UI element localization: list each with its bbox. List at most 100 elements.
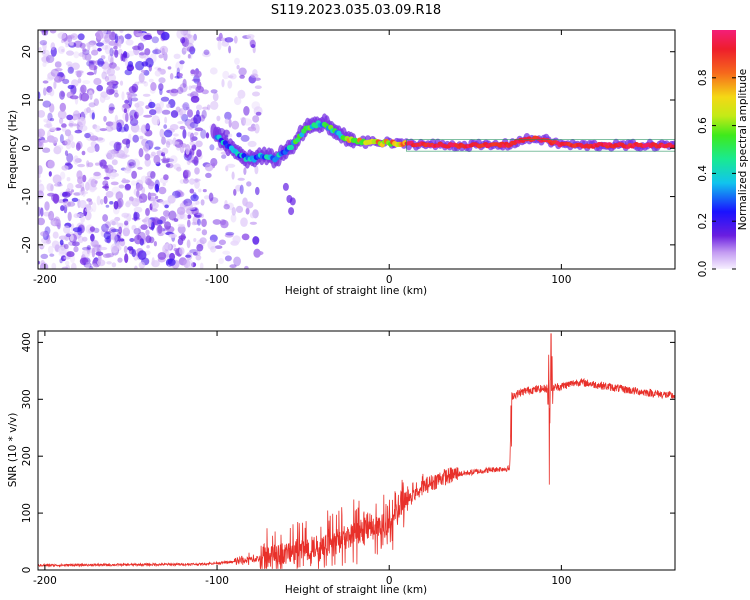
- noise-speckle: [145, 229, 150, 236]
- noise-speckle: [122, 227, 130, 237]
- noise-speckle: [66, 50, 74, 56]
- noise-speckle: [179, 108, 183, 119]
- noise-speckle: [288, 207, 295, 216]
- noise-speckle: [186, 46, 195, 52]
- noise-speckle: [121, 103, 130, 113]
- noise-speckle: [40, 231, 49, 237]
- noise-speckle: [188, 85, 192, 91]
- noise-speckle: [79, 257, 89, 266]
- noise-speckle: [179, 60, 185, 65]
- noise-speckle: [190, 95, 200, 103]
- noise-speckle: [197, 218, 201, 226]
- noise-speckle: [44, 201, 50, 211]
- snr-ylabel: SNR (10 * v/v): [7, 413, 19, 488]
- noise-speckle: [183, 178, 189, 184]
- noise-speckle: [111, 159, 118, 166]
- noise-speckle: [121, 177, 127, 184]
- noise-speckle: [96, 30, 104, 40]
- noise-speckle: [97, 58, 104, 67]
- noise-speckle: [144, 153, 151, 161]
- noise-speckle: [247, 126, 257, 132]
- noise-speckle: [117, 223, 124, 229]
- noise-speckle: [241, 233, 250, 241]
- noise-speckle: [84, 53, 92, 61]
- noise-speckle: [139, 135, 144, 140]
- noise-speckle: [81, 150, 86, 156]
- colorbar-tick-label: 0.0: [697, 261, 709, 278]
- noise-speckle: [50, 184, 54, 192]
- noise-speckle: [189, 141, 195, 146]
- noise-speckle: [124, 33, 132, 40]
- noise-speckle: [70, 141, 76, 149]
- noise-speckle: [71, 197, 79, 202]
- noise-speckle: [114, 114, 119, 123]
- noise-speckle: [155, 195, 159, 200]
- noise-speckle: [38, 206, 41, 217]
- noise-speckle: [66, 114, 74, 121]
- noise-speckle: [181, 47, 187, 55]
- noise-speckle: [223, 203, 230, 210]
- noise-speckle: [145, 235, 152, 244]
- noise-speckle: [106, 67, 116, 77]
- noise-speckle: [89, 135, 99, 141]
- noise-speckle: [49, 30, 57, 34]
- noise-speckle: [40, 253, 49, 259]
- noise-speckle: [143, 143, 150, 153]
- noise-speckle: [124, 99, 129, 104]
- signal-core: [671, 144, 675, 149]
- spectrogram-ylabel: Frequency (Hz): [7, 110, 19, 189]
- noise-speckle: [203, 49, 210, 56]
- noise-speckle: [113, 153, 121, 158]
- noise-speckle: [194, 70, 202, 78]
- noise-speckle: [91, 112, 95, 120]
- noise-speckle: [116, 222, 124, 226]
- noise-speckle: [104, 166, 109, 173]
- noise-speckle: [209, 67, 218, 75]
- noise-speckle: [99, 162, 104, 168]
- noise-speckle: [70, 33, 79, 40]
- noise-speckle: [169, 252, 176, 261]
- noise-speckle: [66, 177, 71, 182]
- noise-speckle: [216, 36, 223, 42]
- noise-speckle: [218, 239, 226, 246]
- noise-speckle: [49, 127, 57, 131]
- noise-speckle: [46, 91, 52, 96]
- noise-speckle: [89, 64, 98, 71]
- noise-speckle: [42, 42, 47, 51]
- noise-speckle: [150, 171, 156, 179]
- noise-speckle: [222, 70, 230, 80]
- noise-speckle: [49, 253, 55, 257]
- noise-speckle: [77, 33, 85, 41]
- noise-speckle: [38, 47, 42, 52]
- noise-speckle: [131, 249, 137, 258]
- noise-speckle: [78, 52, 86, 57]
- noise-speckle: [187, 93, 195, 97]
- noise-speckle: [47, 130, 51, 140]
- noise-speckle: [159, 100, 165, 109]
- noise-speckle: [227, 80, 233, 89]
- y-tick-label: 200: [21, 446, 33, 466]
- noise-speckle: [138, 148, 144, 158]
- colorbar-label: Normalized spectral amplitude: [737, 69, 749, 230]
- noise-speckle: [224, 200, 228, 207]
- noise-speckle: [105, 125, 114, 132]
- noise-speckle: [58, 246, 67, 255]
- noise-speckle: [143, 124, 151, 130]
- noise-speckle: [189, 132, 195, 143]
- noise-speckle: [185, 106, 190, 111]
- noise-speckle: [194, 167, 200, 175]
- noise-speckle: [152, 200, 156, 207]
- noise-speckle: [47, 245, 54, 255]
- noise-speckle: [82, 174, 87, 183]
- colorbar-tick-label: 0.8: [697, 69, 709, 86]
- noise-speckle: [252, 209, 259, 219]
- noise-speckle: [89, 226, 95, 232]
- noise-speckle: [66, 153, 74, 163]
- noise-speckle: [55, 218, 61, 228]
- noise-speckle: [249, 212, 256, 219]
- noise-speckle: [200, 213, 204, 219]
- noise-speckle: [144, 158, 151, 167]
- colorbar-tick-label: 0.2: [697, 213, 709, 230]
- noise-speckle: [40, 207, 44, 217]
- noise-speckle: [239, 74, 245, 79]
